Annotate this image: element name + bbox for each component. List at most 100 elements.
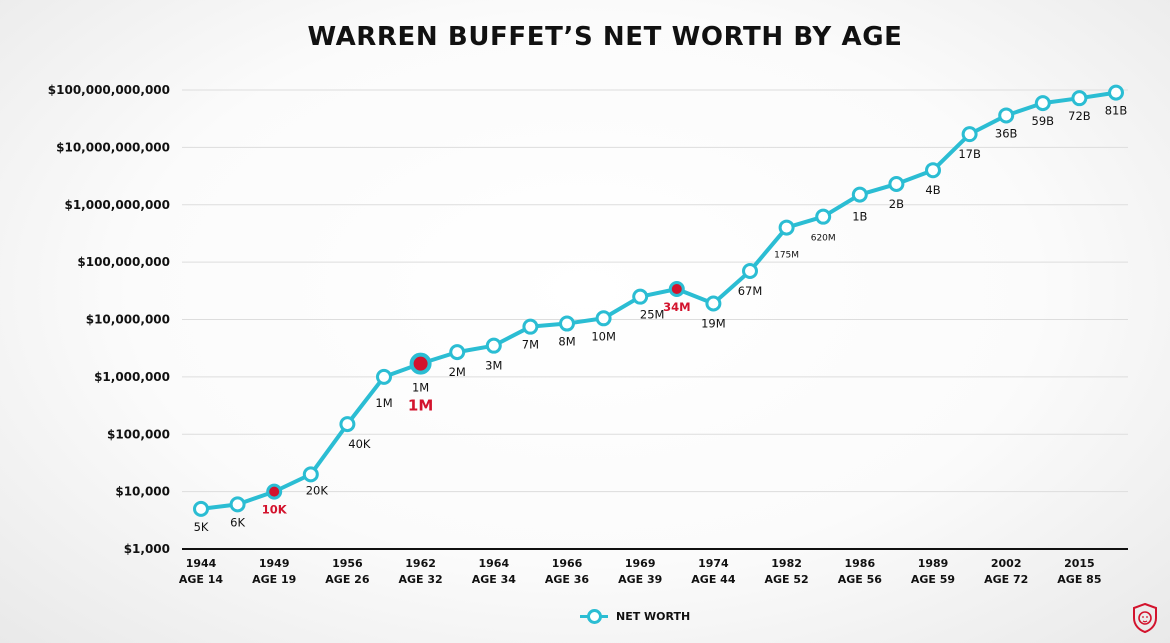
data-point (376, 368, 392, 385)
x-tick-year: 1974 (698, 557, 729, 570)
x-tick-age: AGE 34 (472, 573, 517, 586)
data-point (778, 219, 795, 236)
data-point (522, 318, 539, 335)
data-point (302, 466, 319, 483)
data-label: 25M (640, 308, 665, 322)
data-point (632, 288, 649, 305)
data-point (851, 186, 868, 203)
data-label: 72B (1068, 109, 1091, 123)
x-tick-age: AGE 59 (911, 573, 955, 586)
data-label: 3M (485, 359, 502, 373)
x-tick-age: AGE 19 (252, 573, 296, 586)
x-tick-age: AGE 44 (691, 573, 736, 586)
data-label: 17B (958, 147, 981, 161)
data-point (193, 500, 209, 517)
data-label: 4B (925, 183, 940, 197)
x-tick-year: 2002 (991, 557, 1022, 570)
y-tick-label: $100,000,000 (77, 255, 170, 269)
x-tick-age: AGE 39 (618, 573, 662, 586)
data-point (229, 496, 246, 513)
y-tick-label: $1,000,000 (94, 370, 170, 384)
x-tick-year: 2015 (1064, 557, 1095, 570)
data-point (925, 162, 941, 179)
x-tick-year: 1966 (552, 557, 583, 570)
data-label: 40K (348, 437, 371, 451)
grid-lines (182, 89, 1128, 493)
data-point (998, 107, 1015, 124)
x-tick-year: 1962 (405, 557, 436, 570)
data-label: 67M (738, 284, 763, 298)
y-tick-label: $10,000,000,000 (56, 140, 170, 154)
data-label: 8M (558, 335, 575, 349)
x-tick-age: AGE 14 (179, 573, 224, 586)
x-tick-year: 1969 (625, 557, 656, 570)
data-point (1034, 95, 1051, 112)
x-tick-year: 1956 (332, 557, 363, 570)
data-label: 19M (701, 317, 726, 331)
data-point (888, 175, 905, 192)
data-point (961, 126, 978, 143)
data-point (705, 295, 722, 312)
data-label: 10M (591, 329, 616, 343)
x-tick-year: 1949 (259, 557, 290, 570)
data-label: 5K (194, 520, 209, 534)
x-axis-ticks: 1944 AGE 14 1949 AGE 19 1956 AGE 26 1962 AGE 32… (179, 557, 1102, 586)
data-point (1108, 84, 1124, 101)
circle-line-icon (580, 609, 608, 624)
data-label: 1M (412, 381, 429, 395)
y-axis-ticks: $1,000 $10,000 $100,000 $1,000,000 $10,000,0… (48, 83, 170, 556)
data-point (595, 310, 612, 327)
legend-label: NET WORTH (616, 609, 691, 623)
y-tick-label: $10,000,000 (86, 313, 170, 327)
data-point (668, 281, 685, 298)
data-label: 59B (1032, 114, 1055, 128)
data-point (449, 344, 466, 361)
legend: NET WORTH (580, 609, 691, 624)
data-label: 175M (774, 251, 799, 261)
data-point (815, 208, 832, 225)
x-tick-year: 1989 (918, 557, 949, 570)
data-label: 81B (1105, 104, 1128, 118)
series-net-worth (193, 84, 1124, 517)
x-tick-age: AGE 72 (984, 573, 1028, 586)
y-tick-label: $100,000 (107, 427, 170, 441)
x-tick-year: 1986 (844, 557, 875, 570)
data-label: 2M (449, 365, 466, 379)
data-label: 36B (995, 126, 1018, 140)
x-tick-age: AGE 85 (1057, 573, 1101, 586)
data-label: 1M (375, 396, 392, 410)
chart-title: WARREN BUFFET’S NET WORTH BY AGE (307, 22, 903, 52)
data-point (339, 416, 356, 433)
data-label: 2B (889, 197, 904, 211)
data-label: 6K (230, 515, 245, 529)
data-label: 620M (811, 234, 836, 244)
y-tick-label: $10,000 (115, 485, 170, 499)
x-tick-age: AGE 56 (838, 573, 883, 586)
x-tick-year: 1964 (478, 557, 509, 570)
series-line (200, 90, 1117, 511)
data-point (485, 337, 502, 354)
data-point (742, 263, 758, 280)
y-tick-label: $100,000,000,000 (48, 83, 170, 97)
y-tick-label: $1,000 (124, 542, 170, 556)
data-label: 34M (663, 300, 690, 314)
data-point (266, 483, 283, 500)
data-label: 10K (262, 503, 288, 517)
data-point (1071, 90, 1088, 107)
x-tick-age: AGE 26 (325, 573, 370, 586)
data-label: 7M (522, 338, 539, 352)
data-point (409, 352, 432, 375)
x-tick-year: 1944 (186, 557, 217, 570)
x-tick-age: AGE 52 (764, 573, 808, 586)
y-tick-label: $1,000,000,000 (64, 198, 170, 212)
data-annotation: 1M (408, 397, 433, 415)
data-point (559, 315, 575, 332)
data-label: 20K (306, 483, 329, 497)
x-tick-age: AGE 36 (545, 573, 590, 586)
x-tick-year: 1982 (771, 557, 802, 570)
data-label: 1B (852, 210, 867, 224)
lion-shield-icon (1133, 603, 1157, 633)
x-tick-age: AGE 32 (398, 573, 442, 586)
